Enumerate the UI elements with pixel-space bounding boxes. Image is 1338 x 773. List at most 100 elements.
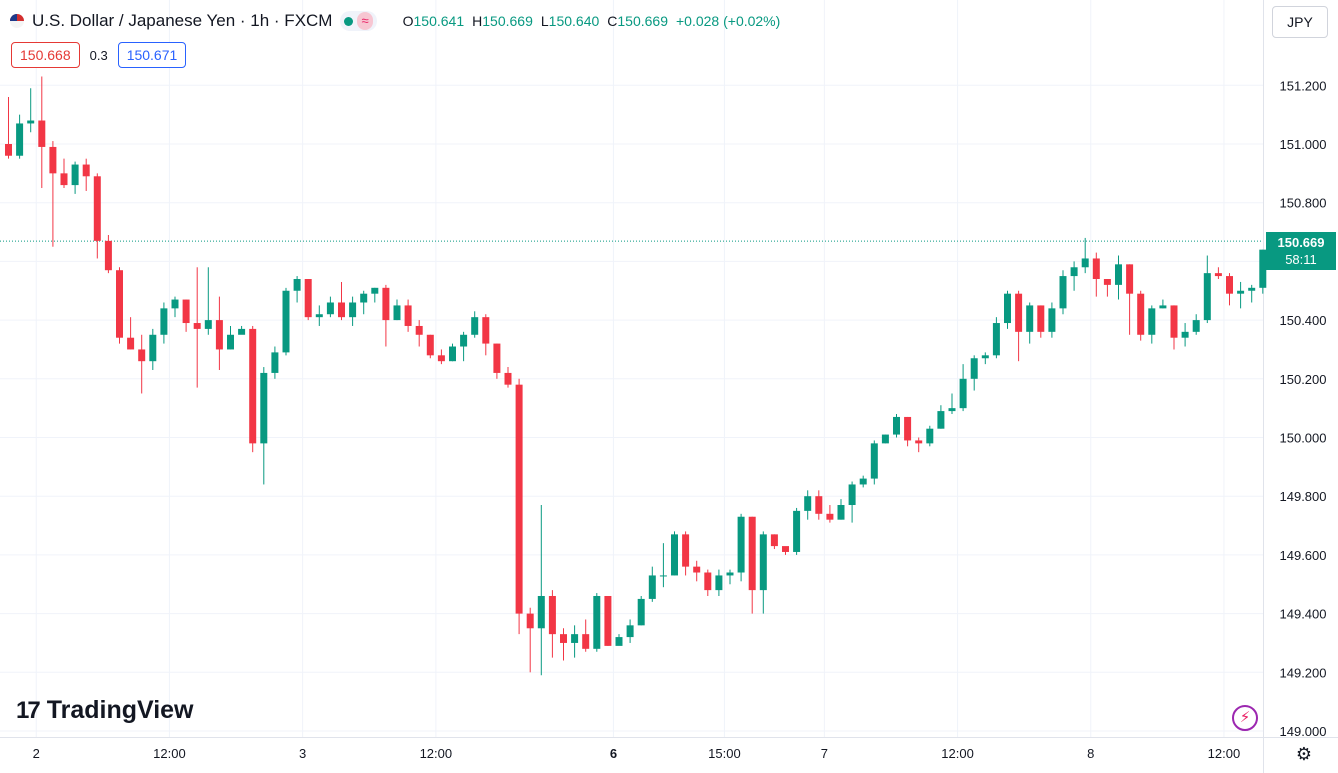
time-tick-label: 3: [299, 746, 306, 761]
candle-body: [104, 240, 112, 271]
candle-body: [82, 164, 90, 177]
candle: [1048, 302, 1056, 338]
price-axis[interactable]: 151.200151.000150.800150.600150.400150.2…: [1280, 78, 1327, 739]
candle-body: [937, 411, 945, 429]
candle: [1192, 314, 1200, 335]
candle: [1103, 279, 1111, 297]
candle: [204, 267, 212, 335]
market-open-dot-icon: [344, 16, 354, 26]
candle: [593, 593, 601, 652]
candle-body: [315, 314, 323, 318]
candle-body: [726, 572, 734, 576]
currency-button[interactable]: JPY: [1272, 6, 1328, 38]
open-label: O: [402, 13, 414, 29]
price-tick-label: 150.200: [1280, 372, 1327, 387]
candle-body: [1037, 305, 1045, 332]
candle-body: [671, 534, 678, 576]
time-tick-label: 12:00: [420, 746, 453, 761]
market-status[interactable]: ≈: [340, 11, 377, 31]
candle: [104, 234, 112, 274]
candle: [138, 334, 146, 394]
candle-body: [593, 595, 601, 649]
candle-body: [1070, 267, 1078, 277]
candle: [604, 595, 612, 646]
candle-body: [1248, 287, 1256, 291]
candle-body: [870, 443, 878, 479]
candle: [615, 634, 623, 646]
candle: [415, 320, 423, 347]
candle: [815, 490, 823, 520]
candle-body: [349, 302, 357, 318]
buy-button[interactable]: 150.671: [117, 42, 187, 68]
price-tick-label: 149.800: [1280, 489, 1327, 504]
candle-body: [893, 416, 900, 435]
candles-layer: [5, 76, 1278, 676]
tradingview-logo[interactable]: 17 TradingView: [16, 696, 194, 725]
candle: [1203, 255, 1211, 324]
candle: [893, 414, 900, 438]
candle: [704, 569, 712, 596]
price-tick-label: 151.000: [1280, 137, 1327, 152]
candle-body: [970, 358, 978, 379]
candle: [404, 299, 412, 332]
candle: [16, 114, 24, 159]
chart-header: U.S. Dollar / Japanese Yen · 1h · FXCM ≈…: [10, 10, 780, 32]
candle-body: [227, 334, 234, 350]
candle: [981, 352, 989, 365]
candle: [260, 367, 268, 485]
candle: [1159, 299, 1167, 309]
candle-body: [449, 346, 456, 362]
candle: [970, 355, 978, 391]
candle-body: [93, 176, 101, 241]
candle-body: [915, 440, 923, 444]
candle-body: [1259, 249, 1267, 288]
tradingview-mark-icon: 17: [16, 696, 41, 724]
candle: [1059, 270, 1067, 315]
candle: [326, 296, 334, 318]
candle: [271, 346, 279, 379]
candle-body: [793, 510, 801, 552]
time-axis[interactable]: 2 12:00 3 12:00 6 15:00 7 12:00 8 12:00: [33, 746, 1241, 761]
candle: [693, 560, 701, 582]
candle-body: [1226, 276, 1233, 294]
gear-icon[interactable]: ⚙: [1295, 744, 1313, 764]
bolt-icon[interactable]: ⚡: [1232, 705, 1258, 731]
logo-text: TradingView: [46, 696, 194, 724]
us-flag-icon: [10, 14, 24, 28]
candle: [127, 317, 135, 350]
candle: [1037, 305, 1045, 338]
candle-body: [415, 325, 423, 335]
time-tick-label: 2: [33, 746, 40, 761]
candle: [1237, 281, 1245, 309]
time-tick-label: 12:00: [1208, 746, 1241, 761]
candle: [959, 364, 967, 412]
candle-body: [926, 428, 934, 444]
time-tick-label: 12:00: [941, 746, 974, 761]
candle: [1170, 305, 1178, 350]
candle-body: [659, 575, 667, 577]
candle-body: [1214, 273, 1222, 277]
candle: [371, 287, 379, 303]
candle-body: [304, 279, 312, 318]
candle-body: [371, 287, 379, 294]
symbol-title[interactable]: U.S. Dollar / Japanese Yen · 1h · FXCM: [32, 11, 333, 30]
candle-body: [837, 505, 845, 520]
candle-body: [460, 334, 468, 347]
sell-button[interactable]: 150.668: [11, 42, 80, 68]
candle: [726, 569, 734, 585]
change-value: +0.028 (+0.02%): [676, 13, 781, 29]
candle: [282, 287, 290, 356]
ohlc-legend: O150.641 H150.669 L150.640 C150.669 +0.0…: [403, 13, 781, 29]
candle: [1092, 252, 1100, 297]
candle-body: [393, 305, 401, 321]
candle-body: [1015, 293, 1023, 332]
candle-body: [859, 478, 867, 485]
candle: [382, 284, 390, 347]
candle: [249, 325, 257, 453]
candle-body: [548, 595, 556, 635]
candle-body: [981, 355, 989, 359]
candle: [293, 276, 301, 303]
candle-body: [437, 355, 445, 362]
